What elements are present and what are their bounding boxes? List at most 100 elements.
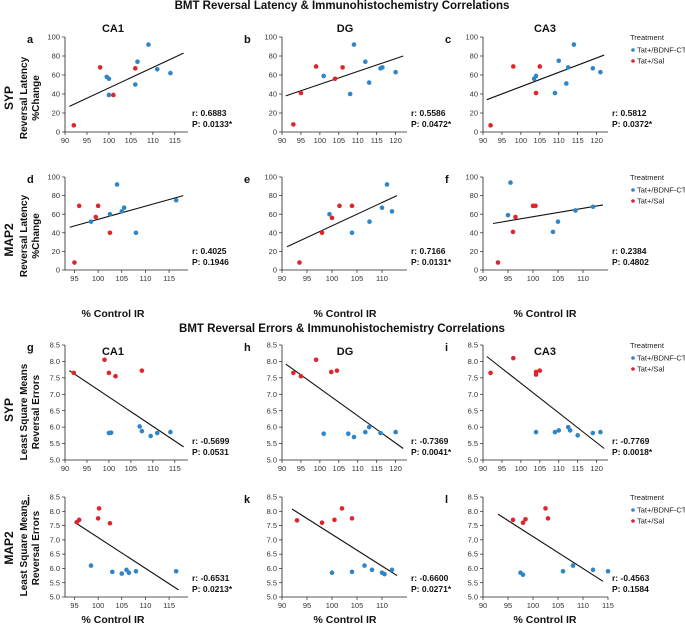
y-tick-label: 8.5 xyxy=(267,341,277,350)
y-tick-label: 100 xyxy=(465,33,478,42)
legend-marker xyxy=(631,199,635,203)
point-tat-sal xyxy=(533,90,539,96)
x-tick-label: 95 xyxy=(303,274,311,283)
y-tick-label: 8.0 xyxy=(468,507,478,516)
x-tick-label: 90 xyxy=(278,464,286,473)
row-label-map2-2: MAP2 xyxy=(2,531,16,565)
y-tick-label: 7.0 xyxy=(468,535,478,544)
point-tat-bdnf-ct xyxy=(564,81,569,86)
point-tat-bdnf-ct xyxy=(533,429,539,435)
y-tick-label: 80 xyxy=(269,191,277,200)
y-tick-label: 7.5 xyxy=(468,521,478,530)
regression-line-j xyxy=(74,521,179,591)
p-value-e: P: 0.0131* xyxy=(411,257,452,267)
point-tat-sal xyxy=(520,520,526,526)
x-tick-label: 120 xyxy=(389,136,402,145)
y-tick-label: 8.0 xyxy=(267,357,277,366)
x-tick-label: 100 xyxy=(92,601,105,610)
ylabel-errors-2-line1: Least Square Means xyxy=(19,499,30,596)
point-tat-bdnf-ct xyxy=(590,204,596,210)
point-tat-sal xyxy=(510,517,516,523)
point-tat-sal xyxy=(72,260,77,265)
point-tat-bdnf-ct xyxy=(154,430,160,436)
point-tat-bdnf-ct xyxy=(598,429,603,435)
x-tick-label: 100 xyxy=(527,274,540,283)
y-tick-label: 8.5 xyxy=(468,341,478,350)
x-tick-label: 95 xyxy=(70,274,78,283)
p-value-c: P: 0.0372* xyxy=(612,119,653,129)
y-tick-label: 7.5 xyxy=(50,521,60,530)
legend-label: Tat+/Sal xyxy=(637,517,665,526)
point-tat-bdnf-ct xyxy=(570,563,576,568)
x-tick-label: 95 xyxy=(498,136,506,145)
regression-line-a xyxy=(69,52,184,107)
point-tat-bdnf-ct xyxy=(362,563,367,568)
y-tick-label: 5.5 xyxy=(267,578,277,587)
xlabel-top-dg: % Control IR xyxy=(314,308,377,320)
x-tick-label: 115 xyxy=(602,601,614,610)
point-tat-bdnf-ct xyxy=(168,429,173,435)
point-tat-sal xyxy=(106,370,112,376)
point-tat-bdnf-ct xyxy=(108,430,114,436)
x-tick-label: 110 xyxy=(147,464,159,473)
point-tat-bdnf-ct xyxy=(590,567,596,573)
legend-label: Tat+/Sal xyxy=(637,197,665,206)
x-tick-label: 115 xyxy=(163,274,175,283)
legend-marker xyxy=(631,508,635,512)
y-tick-label: 7.0 xyxy=(267,535,277,544)
point-tat-bdnf-ct xyxy=(139,428,145,434)
y-tick-label: 0 xyxy=(474,128,478,137)
y-tick-label: 60 xyxy=(269,210,277,219)
x-tick-label: 95 xyxy=(297,464,305,473)
r-value-k: r: -0.6600 xyxy=(411,573,449,583)
y-tick-label: 40 xyxy=(269,90,277,99)
legend-marker xyxy=(631,367,635,371)
point-tat-bdnf-ct xyxy=(135,59,140,64)
y-tick-label: 5.0 xyxy=(267,456,277,465)
point-tat-bdnf-ct xyxy=(380,65,385,70)
legend-marker xyxy=(631,188,635,192)
y-tick-label: 80 xyxy=(269,52,277,61)
y-tick-label: 80 xyxy=(470,191,478,200)
legend-marker xyxy=(631,48,635,52)
y-tick-label: 40 xyxy=(52,228,60,237)
point-tat-bdnf-ct xyxy=(520,572,526,578)
r-value-b: r: 0.5586 xyxy=(411,108,446,118)
point-tat-bdnf-ct xyxy=(378,430,383,436)
point-tat-bdnf-ct xyxy=(552,429,558,435)
point-tat-bdnf-ct xyxy=(556,428,562,433)
point-tat-sal xyxy=(313,64,319,69)
point-tat-bdnf-ct xyxy=(137,424,142,429)
region-title-ca1-top: CA1 xyxy=(102,23,124,35)
point-tat-bdnf-ct xyxy=(384,182,390,187)
panel-letter-i: i xyxy=(445,342,448,354)
p-value-b: P: 0.0472* xyxy=(411,119,452,129)
x-tick-label: 105 xyxy=(333,464,346,473)
legend-marker xyxy=(631,59,635,63)
x-tick-label: 105 xyxy=(333,136,346,145)
point-tat-sal xyxy=(488,370,493,376)
p-value-i: P: 0.0018* xyxy=(612,447,653,457)
panel-l: l 5.0 5.5 6.0 6.5 7.0 7.5 8.0 8.5 90 95 100 105 110 11… xyxy=(445,493,685,610)
p-value-g: P: 0.0531 xyxy=(192,447,229,457)
x-tick-label: 115 xyxy=(163,601,175,610)
y-tick-label: 6.5 xyxy=(50,406,60,415)
point-tat-sal xyxy=(332,517,337,523)
top-figure-title: BMT Reversal Latency & Immunohistochemis… xyxy=(175,0,510,12)
point-tat-sal xyxy=(319,520,325,526)
point-tat-sal xyxy=(297,260,302,265)
x-tick-label: 90 xyxy=(278,136,286,145)
point-tat-bdnf-ct xyxy=(363,59,368,64)
panel-b: b 0 20 40 60 80 100 90 95 100 105 110 115 120 r: 0.558… xyxy=(244,33,452,145)
region-title-ca3-top: CA3 xyxy=(534,23,556,35)
y-tick-label: 7.0 xyxy=(50,390,60,399)
point-tat-sal xyxy=(337,203,342,209)
y-tick-label: 7.0 xyxy=(50,535,60,544)
point-tat-sal xyxy=(291,370,296,376)
point-tat-bdnf-ct xyxy=(367,219,372,224)
regression-line-l xyxy=(497,513,604,582)
y-tick-label: 5.0 xyxy=(50,593,60,602)
